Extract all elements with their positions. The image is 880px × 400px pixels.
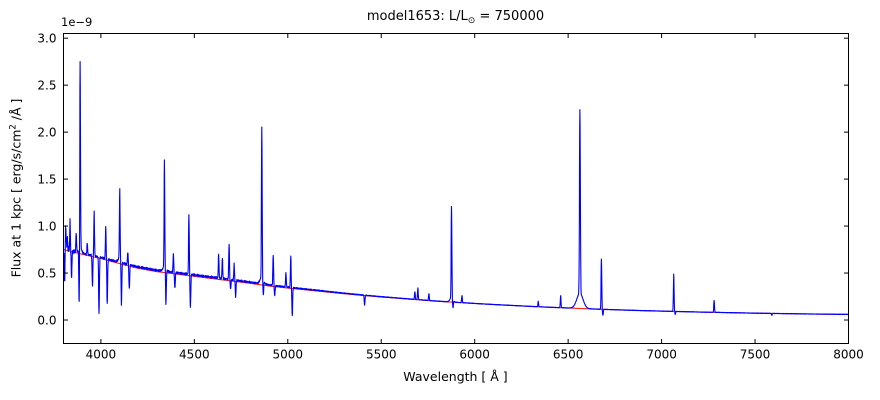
x-tick-label: 4500	[179, 348, 210, 362]
sun-symbol: ⊙	[467, 16, 476, 26]
y-tick-label: 0.0	[37, 314, 56, 328]
x-tick-label: 4000	[86, 348, 117, 362]
x-tick-label: 7500	[740, 348, 771, 362]
x-tick-label: 6000	[459, 348, 490, 362]
spectrum-line	[63, 61, 849, 317]
chart-title-text: model1653: L/L	[366, 9, 468, 24]
chart-title-value: = 750000	[475, 9, 545, 24]
y-tick-label: 1.0	[37, 220, 56, 234]
axes-background	[63, 33, 849, 344]
x-tick-label: 8000	[833, 348, 864, 362]
y-tick-label: 2.0	[37, 126, 56, 140]
x-tick-label: 5000	[273, 348, 304, 362]
y-tick-label: 1.5	[37, 173, 56, 187]
y-tick-label: 0.5	[37, 267, 56, 281]
x-tick-label: 6500	[553, 348, 584, 362]
axis-ticks	[63, 33, 849, 344]
y-tick-label: 2.5	[37, 79, 56, 93]
axes-frame	[63, 33, 849, 344]
x-tick-label: 5500	[366, 348, 397, 362]
y-axis-offset-label: 1e−9	[61, 15, 93, 29]
x-tick-label: 7000	[646, 348, 677, 362]
axis-tick-labels: 4000 4500 5000 5500 6000 6500 7000 7500 8000 0.0 0…	[37, 32, 863, 362]
y-tick-label: 3.0	[37, 32, 56, 46]
x-axis-label: Wavelength [ Å ]	[403, 369, 508, 384]
chart-title: model1653: L/L⊙ = 750000	[63, 9, 848, 26]
